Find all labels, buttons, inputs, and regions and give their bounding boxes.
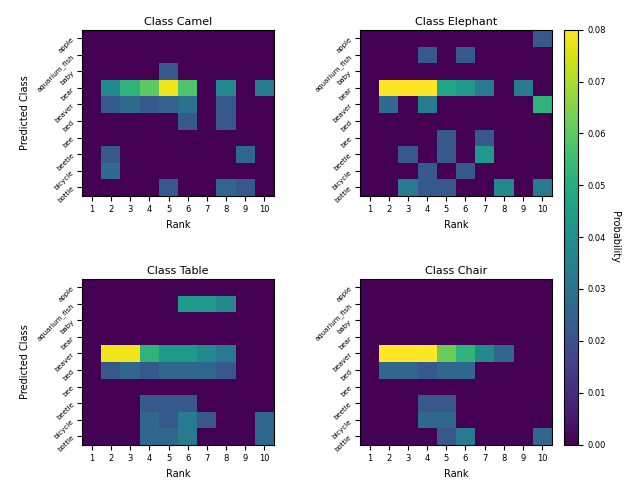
- Y-axis label: Probability: Probability: [611, 211, 620, 263]
- Y-axis label: Predicted Class: Predicted Class: [20, 75, 30, 150]
- X-axis label: Rank: Rank: [166, 469, 190, 479]
- X-axis label: Rank: Rank: [444, 220, 468, 230]
- Title: Class Chair: Class Chair: [425, 266, 487, 277]
- X-axis label: Rank: Rank: [166, 220, 190, 230]
- Title: Class Elephant: Class Elephant: [415, 17, 497, 28]
- Title: Class Table: Class Table: [148, 266, 209, 277]
- X-axis label: Rank: Rank: [444, 469, 468, 479]
- Title: Class Camel: Class Camel: [144, 17, 212, 28]
- Y-axis label: Predicted Class: Predicted Class: [20, 324, 30, 399]
